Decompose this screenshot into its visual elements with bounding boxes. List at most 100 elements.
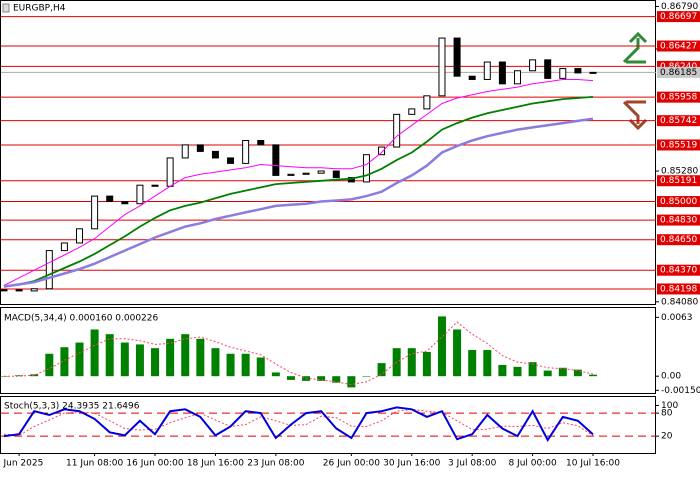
macd-panel <box>0 307 656 394</box>
candle <box>453 37 461 77</box>
macd-bar <box>483 350 492 377</box>
candle <box>574 68 582 74</box>
x-tick-label: 16 Jun 00:00 <box>126 459 183 469</box>
macd-bar <box>589 374 597 377</box>
level-label: 0.85191 <box>660 176 697 186</box>
main-panel <box>0 0 656 305</box>
stoch-line <box>3 406 594 442</box>
candle <box>91 195 99 230</box>
candle <box>468 75 476 80</box>
macd-bar <box>377 363 386 377</box>
level-label-box <box>657 283 700 295</box>
y-tick-label: 0.00 <box>661 372 681 382</box>
level-label: 0.85519 <box>660 140 697 150</box>
macd-bar <box>151 348 160 377</box>
candle <box>211 150 219 159</box>
macd-bar <box>347 376 356 388</box>
candle <box>332 170 340 179</box>
candle <box>121 201 129 205</box>
x-tick-label: 10 Jul 16:00 <box>566 459 620 469</box>
level-label: 0.85742 <box>660 116 697 126</box>
level-label-box <box>657 91 700 103</box>
macd-bar <box>332 376 341 383</box>
candle <box>393 113 401 148</box>
x-tick-label: 8 Jul 00:00 <box>508 459 557 469</box>
candle <box>76 228 84 244</box>
macd-bar <box>498 364 507 377</box>
macd-bar <box>362 376 371 377</box>
level-label-box <box>657 115 700 127</box>
macd-bar <box>120 342 129 377</box>
macd-bar <box>90 329 99 377</box>
y-tick-label: 0.86790 <box>661 2 698 12</box>
y-tick-label: 0.84080 <box>661 297 698 307</box>
candle <box>60 242 68 252</box>
macd-bar <box>135 344 144 377</box>
candle <box>529 59 537 72</box>
candle <box>408 108 416 115</box>
y-tick-label: 100 <box>661 401 678 411</box>
candle <box>483 61 491 80</box>
signal-line <box>4 321 594 386</box>
y-tick-label: 0.85280 <box>661 167 698 177</box>
x-tick-label: 11 Jun 08:00 <box>66 459 123 469</box>
level-label-box <box>657 214 700 226</box>
candle <box>136 184 144 205</box>
candle <box>45 250 53 290</box>
candle <box>287 173 295 176</box>
macd-bar <box>573 369 582 377</box>
candle <box>317 170 325 174</box>
x-tick-label: 26 Jun 00:00 <box>323 459 380 469</box>
macd-title: MACD(5,34,4) 0.000160 0.000226 <box>4 314 159 324</box>
candle <box>544 59 552 79</box>
level-label-box <box>657 60 700 72</box>
macd-bar <box>256 357 265 377</box>
candle <box>166 157 174 187</box>
y-tick-label: -0.001509 <box>661 386 700 396</box>
candle <box>498 61 506 85</box>
macd-bar <box>543 370 552 377</box>
level-label: 0.84198 <box>660 284 697 294</box>
level-label: 0.84830 <box>660 216 697 226</box>
candle <box>227 157 235 164</box>
x-tick-label: 18 Jun 16:00 <box>187 459 244 469</box>
candle <box>302 172 310 175</box>
macd-bar <box>75 342 84 377</box>
x-tick-label: 3 Jul 08:00 <box>448 459 497 469</box>
level-label-box <box>657 196 700 208</box>
macd-bar <box>317 376 326 381</box>
level-label-box <box>657 40 700 52</box>
stoch-title: Stoch(5,3,3) 24.3935 21.6496 <box>4 402 140 412</box>
macd-bar <box>15 375 24 377</box>
candle <box>181 144 189 159</box>
macd-bar <box>468 350 477 377</box>
candle <box>589 71 597 74</box>
candle <box>242 140 250 164</box>
x-tick-label: 2 Jun 2025 <box>0 459 43 469</box>
macd-bar <box>286 376 295 380</box>
macd-bar <box>181 334 190 377</box>
candle <box>196 144 204 152</box>
up-arrow <box>622 31 648 64</box>
macd-bar <box>437 316 446 377</box>
last-price-label: 0.86185 <box>660 68 697 78</box>
macd-bar <box>166 338 175 377</box>
macd-bar <box>422 351 431 377</box>
macd-bar <box>30 374 39 377</box>
macd-bar <box>196 338 205 377</box>
macd-bar <box>60 347 69 377</box>
macd-bar <box>453 329 462 377</box>
candle <box>272 144 280 176</box>
macd-bar <box>211 348 220 377</box>
level-label: 0.84370 <box>660 266 697 276</box>
level-label: 0.84650 <box>660 235 697 245</box>
candle <box>513 70 521 85</box>
candle <box>30 288 38 292</box>
moving-average <box>3 96 594 288</box>
level-label-box <box>657 139 700 151</box>
candle <box>438 37 446 97</box>
candle <box>151 184 159 187</box>
level-label: 0.86697 <box>660 12 697 22</box>
candle <box>362 154 370 183</box>
